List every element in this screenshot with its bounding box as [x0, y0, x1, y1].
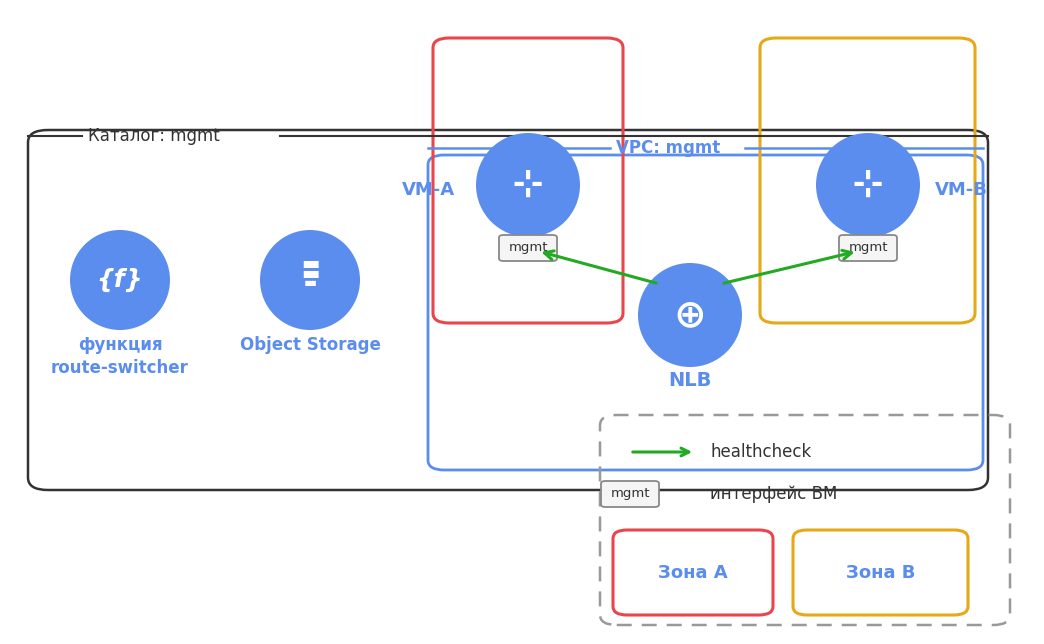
Text: mgmt: mgmt	[848, 242, 887, 254]
Text: ▬: ▬	[304, 276, 316, 290]
Text: Object Storage: Object Storage	[239, 336, 380, 354]
Text: ⊹: ⊹	[513, 168, 543, 202]
Text: Зона В: Зона В	[846, 564, 916, 582]
FancyArrowPatch shape	[723, 251, 852, 283]
Text: функция: функция	[77, 336, 162, 354]
Ellipse shape	[70, 230, 170, 330]
FancyArrowPatch shape	[544, 251, 656, 283]
Text: healthcheck: healthcheck	[710, 443, 811, 461]
Text: {f}: {f}	[97, 268, 143, 292]
FancyArrowPatch shape	[633, 448, 689, 456]
FancyBboxPatch shape	[499, 235, 557, 261]
Text: Зона А: Зона А	[658, 564, 728, 582]
Text: ▬: ▬	[301, 254, 319, 274]
FancyBboxPatch shape	[601, 481, 659, 507]
Text: ▬: ▬	[301, 264, 319, 283]
Text: mgmt: mgmt	[611, 488, 649, 500]
Text: интерфейс ВМ: интерфейс ВМ	[710, 485, 837, 503]
Ellipse shape	[816, 133, 920, 237]
Text: VPC: mgmt: VPC: mgmt	[616, 139, 720, 157]
Text: Каталог: mgmt: Каталог: mgmt	[88, 127, 219, 145]
Ellipse shape	[638, 263, 742, 367]
Text: mgmt: mgmt	[508, 242, 548, 254]
FancyBboxPatch shape	[839, 235, 897, 261]
Text: VM-A: VM-A	[402, 181, 455, 199]
Ellipse shape	[260, 230, 360, 330]
Ellipse shape	[476, 133, 580, 237]
Text: ⊕: ⊕	[673, 296, 707, 334]
Text: ⊹: ⊹	[853, 168, 883, 202]
Text: NLB: NLB	[668, 370, 712, 390]
Text: VM-B: VM-B	[935, 181, 988, 199]
Text: route-switcher: route-switcher	[51, 359, 189, 377]
